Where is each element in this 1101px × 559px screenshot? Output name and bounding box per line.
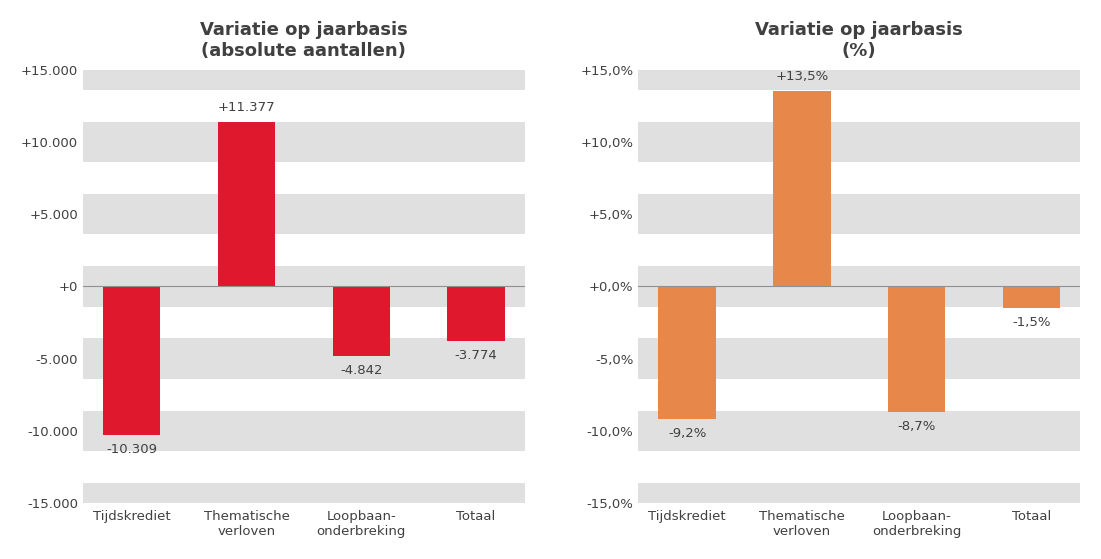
Title: Variatie op jaarbasis
(absolute aantallen): Variatie op jaarbasis (absolute aantalle… (200, 21, 407, 60)
Title: Variatie op jaarbasis
(%): Variatie op jaarbasis (%) (755, 21, 963, 60)
Bar (639, 49, 1080, 90)
Text: -8,7%: -8,7% (897, 420, 936, 433)
Bar (447, 286, 504, 341)
Bar (83, 411, 525, 451)
Text: -3.774: -3.774 (455, 349, 498, 362)
Bar (887, 286, 946, 412)
Bar (103, 286, 161, 435)
Text: +13,5%: +13,5% (775, 70, 828, 83)
Bar (1003, 286, 1060, 308)
Bar (83, 266, 525, 307)
Bar (639, 411, 1080, 451)
Bar (658, 286, 716, 419)
Bar (639, 266, 1080, 307)
Text: +11.377: +11.377 (218, 101, 275, 114)
Bar (639, 338, 1080, 379)
Bar (639, 121, 1080, 162)
Text: -10.309: -10.309 (106, 443, 157, 456)
Bar (83, 483, 525, 523)
Bar (83, 49, 525, 90)
Bar (773, 91, 830, 286)
Bar (639, 483, 1080, 523)
Bar (639, 194, 1080, 234)
Bar (83, 194, 525, 234)
Text: -1,5%: -1,5% (1012, 316, 1050, 329)
Bar (83, 121, 525, 162)
Bar (83, 338, 525, 379)
Text: -9,2%: -9,2% (668, 427, 706, 440)
Text: -4.842: -4.842 (340, 364, 382, 377)
Bar (218, 122, 275, 286)
Bar (333, 286, 390, 357)
